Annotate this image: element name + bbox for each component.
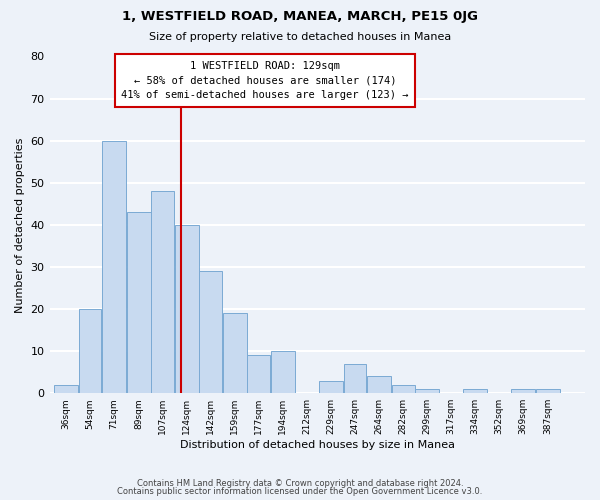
Bar xyxy=(102,140,126,393)
Bar xyxy=(151,191,174,393)
Bar xyxy=(247,356,271,393)
Text: 1 WESTFIELD ROAD: 129sqm
← 58% of detached houses are smaller (174)
41% of semi-: 1 WESTFIELD ROAD: 129sqm ← 58% of detach… xyxy=(121,60,409,100)
Text: 1, WESTFIELD ROAD, MANEA, MARCH, PE15 0JG: 1, WESTFIELD ROAD, MANEA, MARCH, PE15 0J… xyxy=(122,10,478,23)
Bar xyxy=(175,225,199,393)
Bar xyxy=(319,380,343,393)
Bar xyxy=(79,309,101,393)
Text: Size of property relative to detached houses in Manea: Size of property relative to detached ho… xyxy=(149,32,451,42)
Bar xyxy=(463,389,487,393)
Text: Contains HM Land Registry data © Crown copyright and database right 2024.: Contains HM Land Registry data © Crown c… xyxy=(137,478,463,488)
Bar xyxy=(199,271,223,393)
X-axis label: Distribution of detached houses by size in Manea: Distribution of detached houses by size … xyxy=(180,440,455,450)
Bar xyxy=(536,389,560,393)
Bar xyxy=(344,364,367,393)
Text: Contains public sector information licensed under the Open Government Licence v3: Contains public sector information licen… xyxy=(118,487,482,496)
Bar xyxy=(54,385,78,393)
Bar xyxy=(392,385,415,393)
Bar xyxy=(367,376,391,393)
Bar xyxy=(511,389,535,393)
Bar xyxy=(271,351,295,393)
Y-axis label: Number of detached properties: Number of detached properties xyxy=(15,137,25,312)
Bar xyxy=(223,313,247,393)
Bar xyxy=(127,212,151,393)
Bar xyxy=(415,389,439,393)
